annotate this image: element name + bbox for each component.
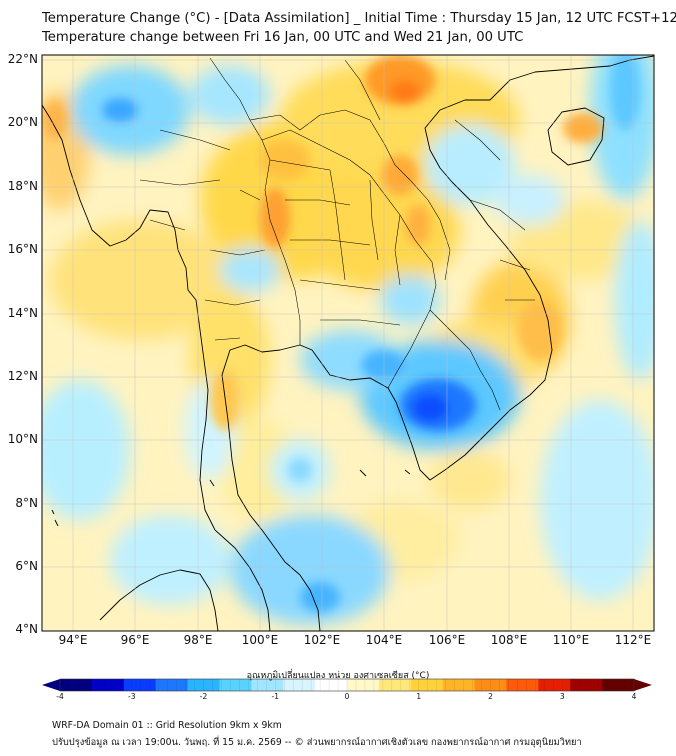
colorbar-min-arrow <box>42 679 60 691</box>
map-title-line-1: Temperature Change (°C) - [Data Assimila… <box>42 11 676 26</box>
colorbar-swatch <box>570 679 603 691</box>
colorbar-tick-label: 4 <box>631 692 637 701</box>
colorbar-swatch <box>538 679 571 691</box>
coastlines <box>42 55 654 631</box>
colorbar-tick-label: -4 <box>56 692 64 701</box>
colorbar-swatch <box>60 679 93 691</box>
lat-label: 14°N <box>7 306 38 320</box>
colorbar-swatch <box>91 679 125 691</box>
colorbar-swatch <box>251 679 284 691</box>
lat-label: 18°N <box>7 179 38 193</box>
lon-label: 94°E <box>58 633 88 647</box>
colorbar-swatch <box>219 679 252 691</box>
colorbar-tick-label: 0 <box>344 692 350 701</box>
lat-label: 16°N <box>7 242 38 256</box>
lon-label: 108°E <box>490 633 528 647</box>
lon-label: 104°E <box>365 633 403 647</box>
colorbar-swatch <box>442 679 476 691</box>
colorbar-swatch <box>410 679 444 691</box>
lat-label: 10°N <box>7 432 38 446</box>
lat-label: 4°N <box>15 622 38 636</box>
lat-label: 6°N <box>15 559 38 573</box>
colorbar-swatch <box>378 679 412 691</box>
lon-label: 100°E <box>241 633 279 647</box>
lat-label: 8°N <box>15 496 38 510</box>
colorbar-frame <box>59 678 635 692</box>
colorbar-swatch <box>315 679 348 691</box>
colorbar-swatch <box>474 679 508 691</box>
admin-borders <box>139 57 535 411</box>
lat-label: 12°N <box>7 369 38 383</box>
colorbar-swatch <box>347 679 380 691</box>
colorbar-tick-label: 2 <box>488 692 493 701</box>
lat-label: 20°N <box>7 115 38 129</box>
map-title-line-2: Temperature change between Fri 16 Jan, 0… <box>42 30 524 45</box>
lon-label: 102°E <box>303 633 341 647</box>
graticule <box>42 55 654 631</box>
lat-label: 22°N <box>7 52 38 66</box>
colorbar-swatch <box>506 679 539 691</box>
colorbar-tick-label: 1 <box>416 692 422 701</box>
lon-label: 110°E <box>552 633 590 647</box>
temperature-field <box>42 55 654 631</box>
colorbar <box>42 678 652 692</box>
map-frame <box>41 54 655 632</box>
colorbar-tick-label: -1 <box>271 692 279 701</box>
colorbar-max-arrow <box>634 679 652 691</box>
colorbar-tick-label: -3 <box>128 692 136 701</box>
lon-label: 96°E <box>120 633 150 647</box>
update-credit: ปรับปรุงข้อมูล ณ เวลา 19:00น. วันพฤ. ที่… <box>52 737 582 748</box>
colorbar-title: อุณหภูมิเปลี่ยนแปลง หน่วย องศาเซลเซียส (… <box>246 671 430 681</box>
colorbar-swatch <box>602 679 635 691</box>
model-info: WRF-DA Domain 01 :: Grid Resolution 9km … <box>52 720 282 731</box>
colorbar-swatch <box>283 679 316 691</box>
lon-label: 106°E <box>428 633 466 647</box>
colorbar-swatch <box>155 679 189 691</box>
colorbar-tick-label: 3 <box>559 692 565 701</box>
colorbar-swatch <box>123 679 157 691</box>
colorbar-tick-label: -2 <box>199 692 208 701</box>
lon-label: 98°E <box>183 633 213 647</box>
colorbar-swatch <box>187 679 221 691</box>
lon-label: 112°E <box>614 633 652 647</box>
